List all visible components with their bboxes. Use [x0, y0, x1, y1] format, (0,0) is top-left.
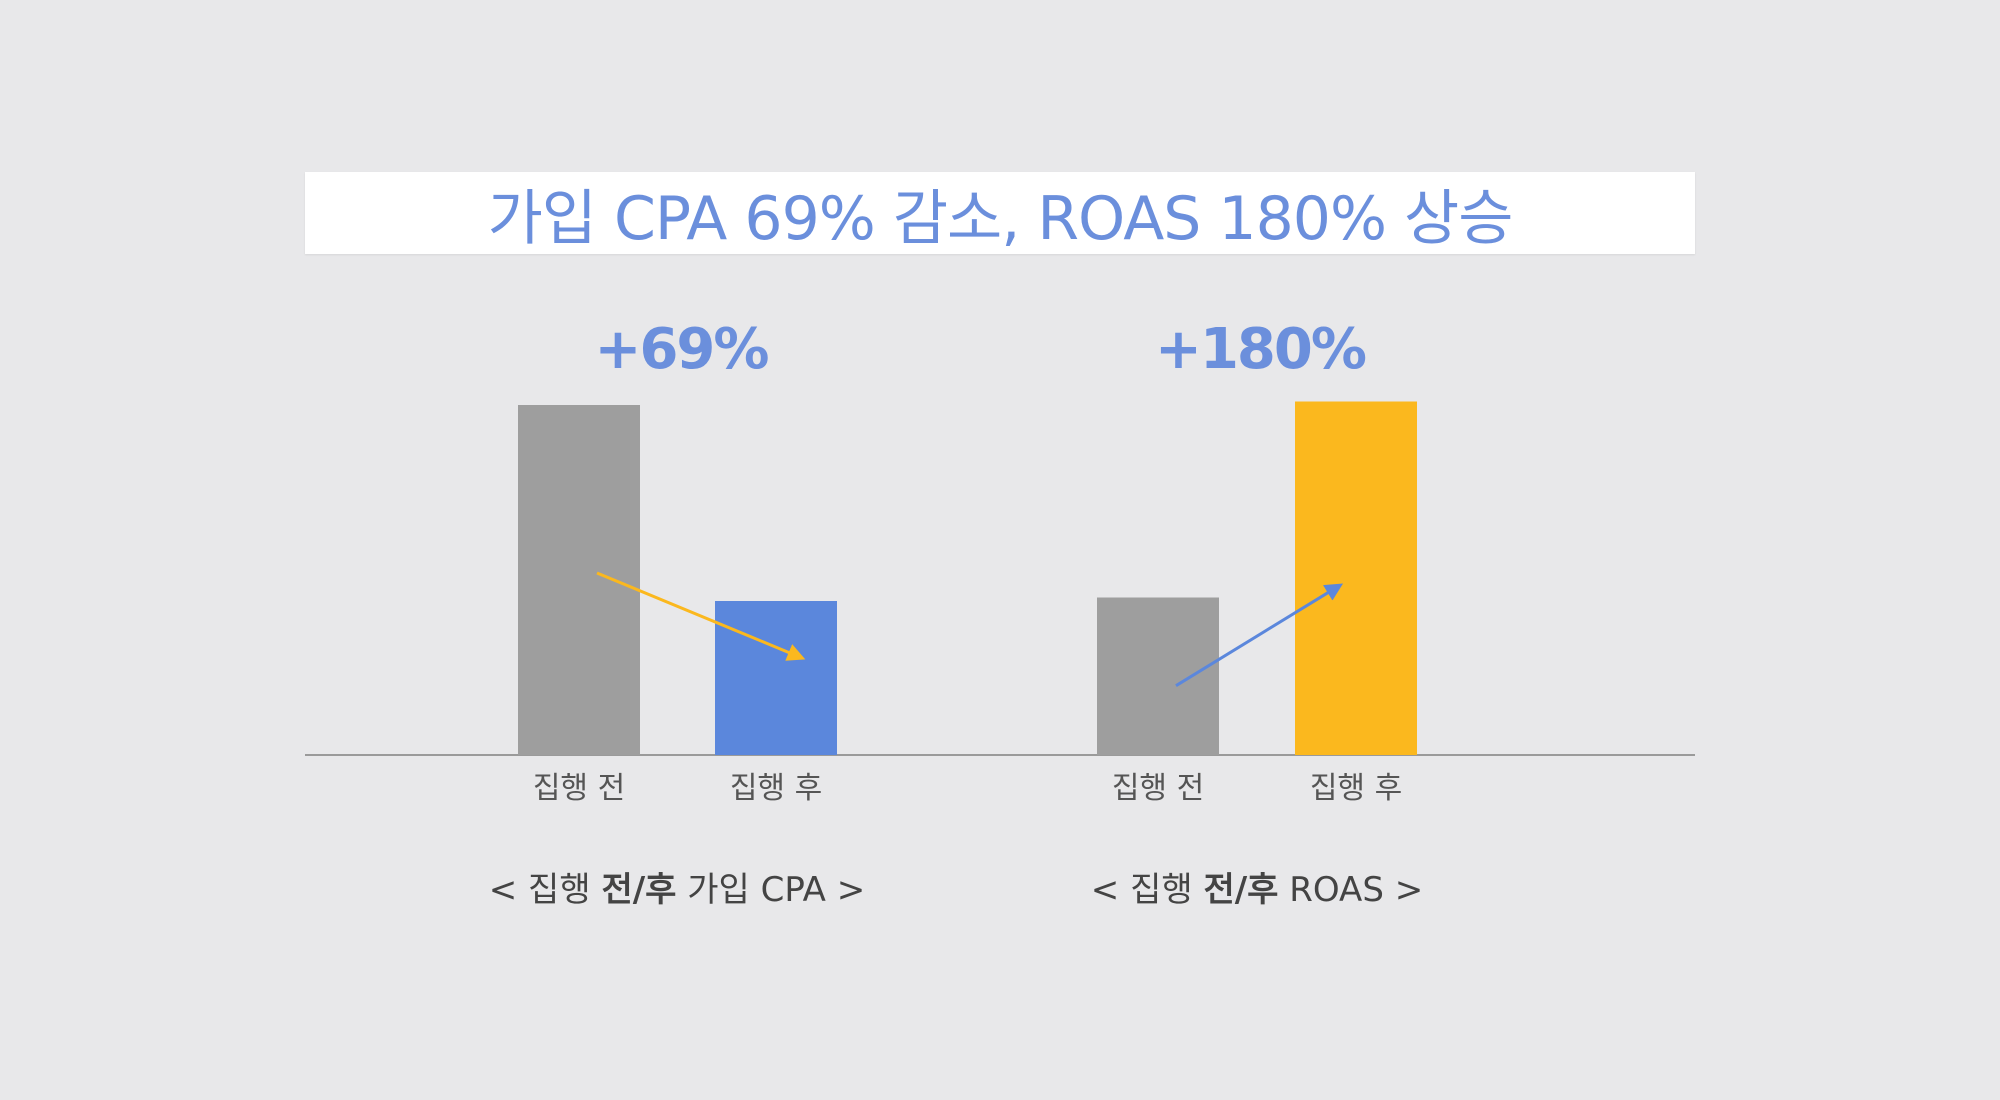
- caption-strong: 전/후: [1203, 870, 1279, 910]
- roas-tick-label: 집행 후: [1310, 771, 1402, 806]
- cpa-chart-caption: < 집행 전/후 가입 CPA >: [489, 862, 865, 911]
- caption-open: < 집행: [1090, 870, 1204, 910]
- chart-layer: 집행 전 집행 후 +69% 집행 전 집행 후 +180%: [518, 317, 1417, 806]
- caption-rest: 가입 CPA >: [676, 870, 866, 910]
- cpa-bar-before: [518, 405, 640, 755]
- cpa-trend-arrow: [596, 571, 806, 661]
- roas-trend-arrow: [1175, 583, 1344, 687]
- cpa-change-label: +69%: [595, 317, 769, 382]
- roas-chart-caption: < 집행 전/후 ROAS >: [1091, 862, 1423, 911]
- cpa-bar-after: [715, 601, 837, 755]
- roas-bar-before: [1097, 597, 1219, 755]
- caption-strong: 전/후: [601, 870, 677, 910]
- roas-bar-after: [1295, 401, 1417, 755]
- roas-tick-label: 집행 전: [1112, 771, 1204, 806]
- cpa-tick-label: 집행 전: [533, 771, 625, 806]
- cpa-tick-label: 집행 후: [730, 771, 822, 806]
- title-banner: 가입 CPA 69% 감소, ROAS 180% 상승: [305, 172, 1695, 254]
- caption-rest: ROAS >: [1278, 870, 1424, 910]
- caption-open: < 집행: [488, 870, 602, 910]
- page-title: 가입 CPA 69% 감소, ROAS 180% 상승: [487, 183, 1514, 254]
- roas-change-label: +180%: [1155, 317, 1366, 382]
